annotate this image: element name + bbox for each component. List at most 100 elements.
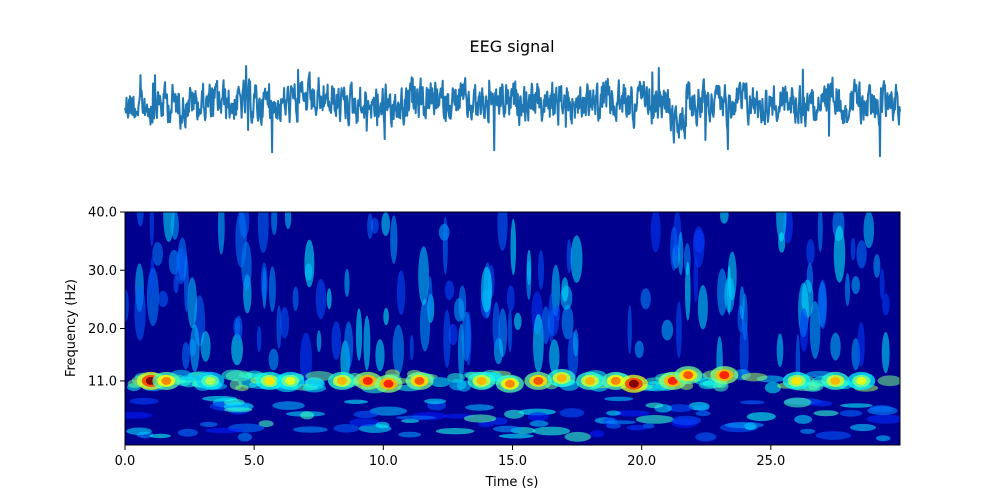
spectrogram-streak <box>465 311 472 366</box>
spectrogram-lowband <box>518 408 556 416</box>
spectrogram-hotspot-core <box>667 376 678 385</box>
spectrogram-streak <box>453 298 465 322</box>
spectrogram-hotspot-core <box>556 374 567 382</box>
spectrogram-lowband <box>349 418 380 427</box>
spectrogram-band <box>877 375 900 387</box>
spectrogram-hotspot-core <box>533 376 544 385</box>
spectrogram-streak <box>292 286 299 311</box>
spectrogram-lowband <box>300 411 314 420</box>
spectrogram-streak <box>776 333 784 368</box>
spectrogram-streak <box>570 235 583 283</box>
spectrogram-streak <box>304 263 313 281</box>
spectrogram-streak <box>882 293 890 316</box>
spectrogram-streak <box>396 270 406 315</box>
x-tick-label: 25.0 <box>756 454 785 469</box>
spectrogram-streak <box>418 246 429 306</box>
spectrogram-streak <box>776 212 787 242</box>
spectrogram-lowband <box>840 403 873 408</box>
spectrogram-streak <box>678 231 684 276</box>
spectrogram-lowband <box>746 412 776 422</box>
spectrogram-hotspot-core <box>856 376 867 385</box>
spectrogram-streak <box>375 339 385 372</box>
spectrogram-streak <box>150 256 155 298</box>
spectrogram-lowband <box>224 407 253 413</box>
spectrogram-streak <box>533 314 544 373</box>
spectrogram-streak <box>480 266 493 313</box>
spectrogram-streak <box>316 330 322 353</box>
spectrogram-streak <box>526 260 532 301</box>
spectrogram-lowband <box>202 395 238 402</box>
spectrogram-hotspot-core <box>719 371 730 380</box>
spectrogram-streak <box>271 212 278 236</box>
spectrogram-streak <box>881 332 890 374</box>
spectrogram-streak <box>739 286 745 320</box>
spectrogram-streak <box>497 212 508 251</box>
spectrogram-streak <box>383 307 389 326</box>
spectrogram-panel: 0.0 5.0 10.0 15.0 20.0 25.0 11.020.030.040.0 … <box>64 206 901 490</box>
x-tick-label: 10.0 <box>369 454 398 469</box>
spectrogram-lowband <box>395 415 436 420</box>
spectrogram-streak <box>444 280 455 301</box>
spectrogram-lowband <box>810 400 833 407</box>
spectrogram-lowband <box>272 401 305 410</box>
spectrogram-lowband <box>237 432 252 442</box>
spectrogram-hotspot-core <box>383 379 394 388</box>
spectrogram-band <box>225 370 252 382</box>
eeg-panel: EEG signal <box>124 37 901 158</box>
spectrogram-hotspot-core <box>161 376 172 385</box>
spectrogram-band <box>741 372 768 382</box>
spectrogram-streak <box>280 307 290 339</box>
spectrogram-streak <box>856 240 867 269</box>
spectrogram-lowband <box>353 410 378 419</box>
spectrogram-streak <box>344 268 350 298</box>
spectrogram-streak <box>409 334 414 361</box>
spectrogram-hotspot-core <box>610 376 621 385</box>
spectrogram-lowband <box>129 397 159 405</box>
spectrogram-streak <box>152 241 163 266</box>
spectrogram-streak <box>344 321 354 370</box>
spectrogram-streak <box>390 215 398 264</box>
spectrogram-streak <box>182 341 190 370</box>
spectrogram-streak <box>817 281 827 328</box>
spectrogram-streak <box>863 212 875 249</box>
spectrogram-streak <box>147 267 159 327</box>
spectrogram-streak <box>260 262 268 301</box>
spectrogram-lowband <box>258 420 274 428</box>
y-tick-label: 40.0 <box>88 206 117 221</box>
spectrogram-lowband <box>126 427 152 435</box>
spectrogram-streak <box>200 331 211 362</box>
spectrogram-streak <box>190 324 200 372</box>
spectrogram-lowband <box>149 433 171 439</box>
spectrogram-hotspot-core <box>362 376 373 385</box>
spectrogram-streak <box>256 325 262 353</box>
spectrogram-streak <box>650 212 661 253</box>
spectrogram-band <box>306 378 325 387</box>
spectrogram-lowband <box>740 400 765 405</box>
spectrogram-streak <box>363 315 371 371</box>
spectrogram-streak <box>235 212 247 268</box>
spectrogram-band <box>764 381 782 394</box>
spectrogram-image <box>125 212 900 445</box>
spectrogram-lowband <box>695 432 717 442</box>
spectrogram-streak <box>661 319 674 341</box>
spectrogram-streak <box>739 321 749 381</box>
spectrogram-streak <box>566 239 572 274</box>
spectrogram-hotspot-core <box>414 376 425 385</box>
spectrogram-hotspot-core <box>585 376 595 385</box>
spectrogram-streak <box>134 284 146 341</box>
spectrogram-streak <box>506 285 515 312</box>
spectrogram-streak <box>268 266 276 312</box>
spectrogram-streak <box>685 261 691 321</box>
spectrogram-lowband <box>398 431 421 438</box>
spectrogram-lowband <box>725 421 764 429</box>
spectrogram-streak <box>845 273 850 307</box>
spectrogram-band <box>430 377 451 388</box>
spectrogram-streak <box>331 321 342 360</box>
spectrogram-lowband <box>695 410 711 417</box>
spectrogram-lowband <box>529 420 549 427</box>
spectrogram-streak <box>173 274 179 294</box>
x-tick-label: 20.0 <box>627 454 656 469</box>
spectrogram-lowband <box>527 412 549 422</box>
spectrogram-hotspot-core <box>285 376 296 385</box>
